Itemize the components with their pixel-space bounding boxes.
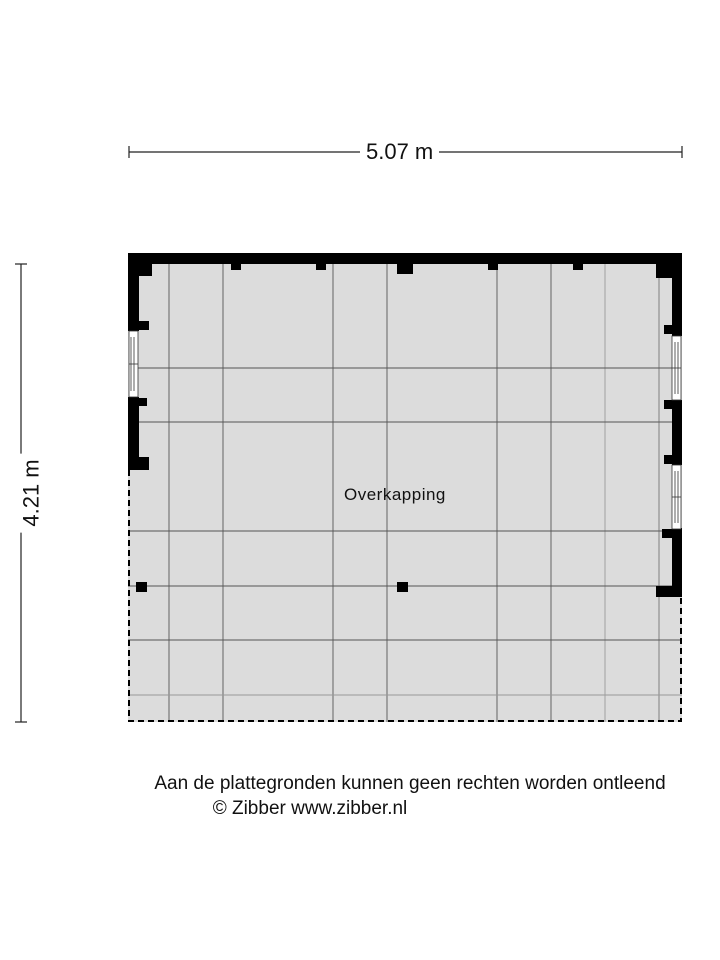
columns [136,582,408,592]
room-label: Overkapping [344,485,446,504]
tile-grid [128,263,682,722]
copyright-text: © Zibber www.zibber.nl [212,798,408,819]
walls [128,253,682,597]
disclaimer-text: Aan de plattegronden kunnen geen rechten… [154,773,666,794]
floor-area [128,253,682,722]
open-edge-dashed [128,470,682,722]
column [397,582,408,592]
height-dimension-label: 4.21 m [18,453,45,533]
windows [128,330,682,530]
width-dimension-label: 5.07 m [360,139,440,165]
column [136,582,147,592]
